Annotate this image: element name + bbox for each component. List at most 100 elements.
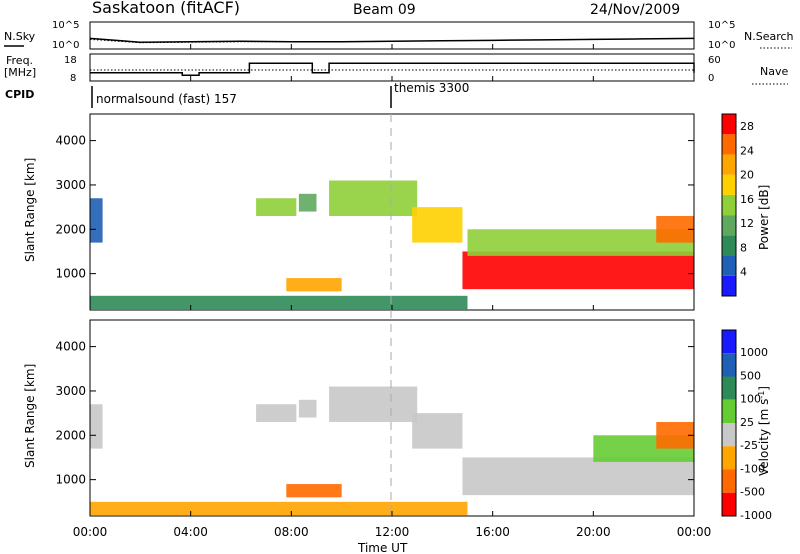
beam-title: Beam 09	[353, 2, 416, 18]
date-title: 24/Nov/2009	[590, 2, 680, 18]
freq-series	[90, 62, 695, 76]
freq-unit-label: [MHz]	[4, 66, 36, 79]
power-cbar-tick-5: 24	[740, 144, 754, 157]
power-region-2	[256, 198, 297, 216]
freq-line-0	[90, 62, 695, 76]
power-region-3	[298, 193, 317, 212]
nave-label: Nave	[760, 65, 788, 78]
x-tick-label-3: 12:00	[375, 525, 410, 539]
velocity-cbar-tick-6: -500	[740, 486, 765, 499]
velocity-heatmap	[90, 386, 694, 516]
power-cbar-tick-1: 8	[740, 241, 747, 254]
power-cbar-tick-3: 16	[740, 193, 754, 206]
power-ytick-label-0: 1000	[55, 267, 86, 281]
power-y-axis: 1000 2000 3000 4000	[55, 134, 694, 281]
velocity-region-7	[462, 457, 694, 496]
velocity-ytick-label-3: 4000	[55, 340, 86, 354]
power-cbar-seg-7	[722, 134, 736, 155]
x-tick-label-6: 00:00	[677, 525, 712, 539]
station-title: Saskatoon (fitACF)	[92, 0, 240, 17]
power-cbar-seg-5	[722, 174, 736, 195]
velocity-cbar-seg-7	[722, 492, 736, 516]
velocity-cbar-seg-3	[722, 399, 736, 423]
power-ylabel: Slant Range [km]	[23, 158, 37, 262]
velocity-ytick-label-2: 3000	[55, 384, 86, 398]
nsearch-tick-top: 10^5	[708, 20, 735, 31]
power-cbar-seg-2	[722, 235, 736, 256]
freq-label: Freq.	[6, 54, 33, 67]
power-cbar-frame	[721, 113, 737, 297]
power-region-4	[329, 180, 418, 216]
power-region-6	[286, 278, 342, 292]
power-cbar-seg-1	[722, 255, 736, 276]
velocity-cbar-seg-0	[722, 330, 736, 354]
time-axis: 00:00 04:00 08:00 12:00 16:00 20:00 00:00	[73, 44, 712, 539]
velocity-cbar-tick-5: -100	[740, 462, 765, 475]
velocity-cbar-tick-7: -1000	[740, 509, 772, 522]
velocity-y-axis: 1000 2000 3000 4000	[55, 340, 694, 487]
x-tick-label-2: 08:00	[274, 525, 309, 539]
velocity-cbar-tick-3: 25	[740, 416, 754, 429]
velocity-cbar-tick-1: 500	[740, 369, 761, 382]
x-tick-label-0: 00:00	[73, 525, 108, 539]
velocity-cbar-seg-6	[722, 469, 736, 493]
power-cbar-tick-6: 28	[740, 120, 754, 133]
velocity-region-5	[412, 413, 463, 449]
power-cbar-seg-3	[722, 215, 736, 236]
nsky-line-1	[89, 37, 695, 44]
power-region-7	[462, 251, 694, 290]
velocity-region-1	[90, 501, 468, 516]
nave-tick-bottom: 0	[708, 73, 714, 84]
velocity-region-2	[256, 404, 297, 422]
cpid-mode-normalsound: normalsound (fast) 157	[96, 92, 237, 106]
power-heatmap	[90, 180, 694, 310]
power-region-9	[656, 215, 694, 243]
nsky-series	[89, 37, 695, 44]
nsky-label: N.Sky	[4, 30, 36, 43]
velocity-colorbar: 1000 500 100 25 -25 -100 -500 -1000	[721, 329, 772, 522]
velocity-ytick-label-0: 1000	[55, 473, 86, 487]
nsky-tick-bottom: 10^0	[52, 40, 79, 51]
power-cbar-seg-0	[722, 275, 736, 296]
power-ytick-label-1: 2000	[55, 222, 86, 236]
velocity-cbar-frame	[721, 329, 737, 517]
velocity-cbar-seg-4	[722, 423, 736, 447]
freq-tick-bottom: 8	[70, 73, 76, 84]
power-region-0	[90, 198, 103, 243]
velocity-cbar-seg-1	[722, 353, 736, 377]
velocity-region-6	[286, 484, 342, 498]
velocity-colorbar-label: Velocity [m s-1]	[757, 386, 771, 476]
nsearch-tick-bottom: 10^0	[708, 40, 735, 51]
freq-tick-top: 18	[64, 55, 77, 66]
nsky-tick-top: 10^5	[52, 20, 79, 31]
power-cbar-seg-6	[722, 154, 736, 175]
velocity-cbar-seg-5	[722, 446, 736, 470]
power-colorbar-label: Power [dB]	[757, 185, 771, 250]
velocity-region-9	[656, 421, 694, 449]
velocity-region-0	[90, 404, 103, 449]
cpid-mode-themis: themis 3300	[394, 81, 469, 95]
velocity-ytick-label-1: 2000	[55, 428, 86, 442]
x-tick-label-5: 20:00	[576, 525, 611, 539]
nave-tick-top: 60	[708, 55, 721, 66]
x-tick-label-4: 16:00	[475, 525, 510, 539]
velocity-region-4	[329, 386, 418, 422]
velocity-cbar-tick-2: 100	[740, 393, 761, 406]
velocity-cbar-seg-2	[722, 376, 736, 400]
velocity-cbar-tick-4: -25	[740, 439, 758, 452]
power-ytick-label-3: 4000	[55, 134, 86, 148]
power-region-5	[412, 207, 463, 243]
power-ytick-label-2: 3000	[55, 178, 86, 192]
power-cbar-seg-8	[722, 114, 736, 135]
cpid-label: CPID	[5, 88, 34, 101]
velocity-ylabel: Slant Range [km]	[23, 364, 37, 468]
power-cbar-tick-2: 12	[740, 217, 754, 230]
power-cbar-tick-4: 20	[740, 169, 754, 182]
power-colorbar: 4 8 12 16 20 24 28	[721, 113, 754, 297]
x-tick-label-1: 04:00	[173, 525, 208, 539]
time-axis-label: Time UT	[357, 541, 408, 554]
power-cbar-seg-4	[722, 194, 736, 216]
power-region-1	[90, 295, 468, 310]
velocity-cbar-tick-0: 1000	[740, 346, 768, 359]
